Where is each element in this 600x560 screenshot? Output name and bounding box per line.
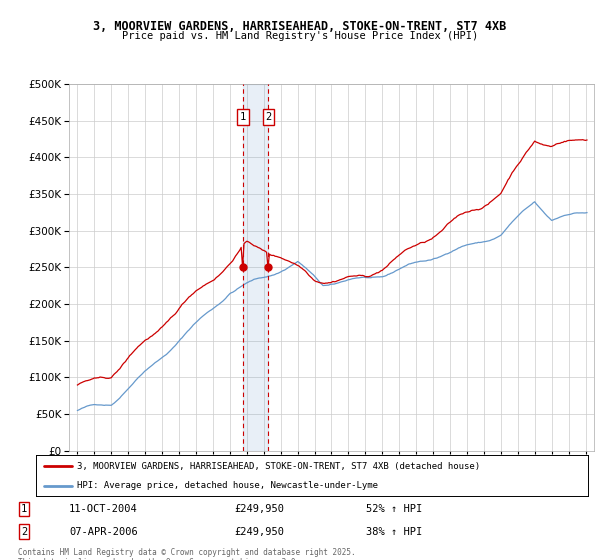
Text: 38% ↑ HPI: 38% ↑ HPI bbox=[366, 527, 422, 536]
Text: £249,950: £249,950 bbox=[234, 527, 284, 536]
Text: 07-APR-2006: 07-APR-2006 bbox=[69, 527, 138, 536]
Text: 11-OCT-2004: 11-OCT-2004 bbox=[69, 504, 138, 514]
Text: £249,950: £249,950 bbox=[234, 504, 284, 514]
Text: Price paid vs. HM Land Registry's House Price Index (HPI): Price paid vs. HM Land Registry's House … bbox=[122, 31, 478, 41]
Text: HPI: Average price, detached house, Newcastle-under-Lyme: HPI: Average price, detached house, Newc… bbox=[77, 481, 379, 490]
Text: 3, MOORVIEW GARDENS, HARRISEAHEAD, STOKE-ON-TRENT, ST7 4XB (detached house): 3, MOORVIEW GARDENS, HARRISEAHEAD, STOKE… bbox=[77, 461, 481, 470]
Text: 2: 2 bbox=[265, 112, 271, 122]
Text: 1: 1 bbox=[21, 504, 27, 514]
Text: 1: 1 bbox=[240, 112, 246, 122]
Text: Contains HM Land Registry data © Crown copyright and database right 2025.
This d: Contains HM Land Registry data © Crown c… bbox=[18, 548, 356, 560]
Text: 52% ↑ HPI: 52% ↑ HPI bbox=[366, 504, 422, 514]
Text: 2: 2 bbox=[21, 527, 27, 536]
Text: 3, MOORVIEW GARDENS, HARRISEAHEAD, STOKE-ON-TRENT, ST7 4XB: 3, MOORVIEW GARDENS, HARRISEAHEAD, STOKE… bbox=[94, 20, 506, 32]
Bar bbox=[243, 84, 268, 451]
